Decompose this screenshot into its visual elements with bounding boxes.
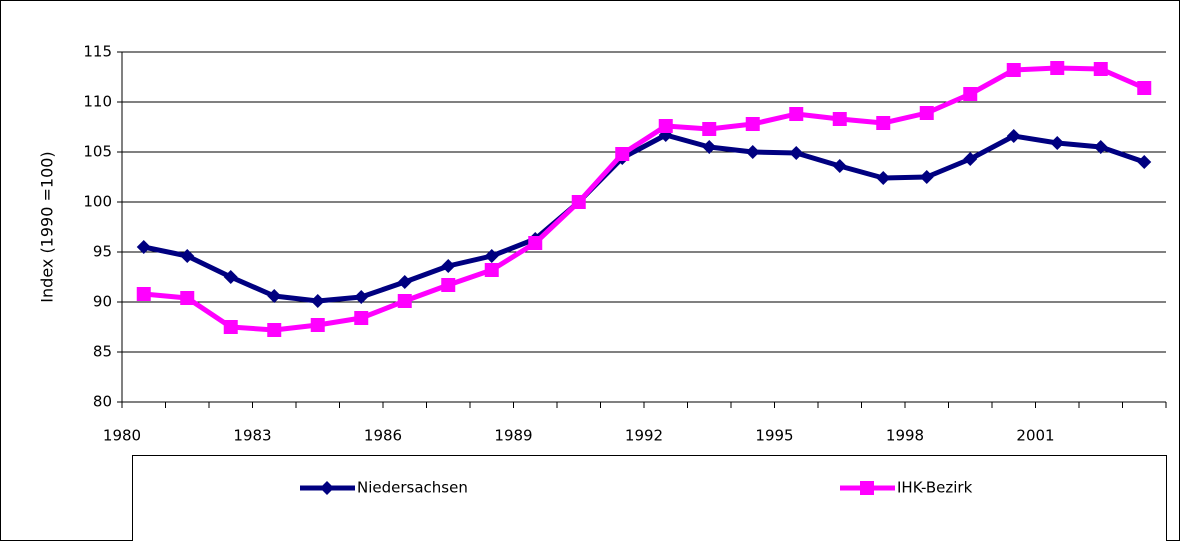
- data-point: [180, 249, 195, 263]
- data-point: [1093, 62, 1108, 76]
- data-point: [441, 278, 456, 292]
- data-point: [136, 240, 151, 254]
- legend-marker: [320, 481, 334, 495]
- data-point: [658, 119, 673, 133]
- data-point: [397, 275, 412, 289]
- data-point: [484, 249, 499, 263]
- data-point: [745, 117, 760, 131]
- x-tick-label: 1986: [364, 427, 402, 445]
- x-tick-label: 1980: [103, 427, 141, 445]
- data-point: [1006, 63, 1021, 77]
- data-point: [267, 323, 282, 337]
- x-tick-label: 1992: [625, 427, 663, 445]
- y-axis-label: Index (1990 =100): [38, 151, 57, 302]
- data-point: [267, 289, 282, 303]
- x-tick-label: 1998: [886, 427, 924, 445]
- legend-box: [132, 455, 1167, 541]
- y-tick-label: 80: [93, 393, 112, 411]
- data-point: [1093, 140, 1108, 154]
- data-point: [397, 294, 412, 308]
- y-tick-label: 85: [93, 343, 112, 361]
- data-point: [615, 147, 630, 161]
- data-point: [1006, 129, 1021, 143]
- data-point: [919, 106, 934, 120]
- data-point: [441, 259, 456, 273]
- series-line: [143, 65, 1146, 333]
- data-point: [919, 170, 934, 184]
- x-tick-label: 1983: [233, 427, 271, 445]
- data-point: [1137, 81, 1152, 95]
- y-tick-label: 105: [83, 143, 112, 161]
- x-tick-label: 2001: [1016, 427, 1054, 445]
- y-tick-label: 110: [83, 93, 112, 111]
- y-tick-label: 100: [83, 193, 112, 211]
- y-tick-label: 115: [83, 43, 112, 61]
- data-point: [963, 87, 978, 101]
- data-point: [789, 146, 804, 160]
- data-point: [1050, 136, 1065, 150]
- data-point: [180, 291, 195, 305]
- data-point: [702, 140, 717, 154]
- data-point: [484, 263, 499, 277]
- data-point: [876, 171, 891, 185]
- y-tick-label: 90: [93, 293, 112, 311]
- data-point: [789, 107, 804, 121]
- data-point: [1050, 61, 1065, 75]
- data-point: [702, 122, 717, 136]
- data-point: [1137, 155, 1152, 169]
- data-point: [832, 112, 847, 126]
- x-tick-label: 1995: [755, 427, 793, 445]
- legend-label: Niedersachsen: [357, 479, 468, 497]
- legend-label: IHK-Bezirk: [897, 479, 973, 497]
- data-point: [136, 287, 151, 301]
- data-point: [876, 116, 891, 130]
- data-point: [745, 145, 760, 159]
- data-point: [963, 152, 978, 166]
- data-point: [571, 195, 586, 209]
- data-point: [310, 294, 325, 308]
- data-point: [354, 290, 369, 304]
- data-point: [310, 318, 325, 332]
- data-point: [223, 270, 238, 284]
- series-line: [143, 132, 1146, 304]
- legend-marker: [860, 481, 874, 495]
- data-point: [832, 159, 847, 173]
- y-tick-label: 95: [93, 243, 112, 261]
- data-point: [528, 236, 543, 250]
- x-tick-label: 1989: [494, 427, 532, 445]
- data-point: [354, 311, 369, 325]
- data-point: [223, 320, 238, 334]
